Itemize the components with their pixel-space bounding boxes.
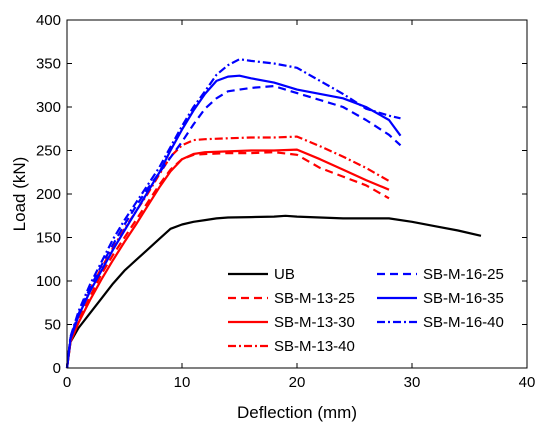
legend-label: SB-M-16-35 [423,290,504,307]
series-line-sb-m-13-40 [65,135,390,369]
legend-label: SB-M-13-40 [274,338,355,355]
series-line-sb-m-16-40 [65,58,401,369]
series-line-sb-m-13-25 [65,151,390,369]
series-line-sb-m-13-30 [65,148,390,369]
legend-item-sb-m-16-25: SB-M-16-25 [377,266,504,283]
series-line-sb-m-16-35 [65,74,402,369]
x-tick-label: 10 [174,374,191,391]
y-tick-label: 200 [36,186,61,203]
y-tick-label: 250 [36,143,61,160]
x-tick-label: 20 [289,374,306,391]
legend-label: SB-M-13-30 [274,314,355,331]
y-axis-label: Load (kN) [10,157,29,232]
legend-item-ub: UB [228,266,295,283]
legend-label: UB [274,266,295,283]
legend: UB SB-M-13-25 SB-M-13-30 SB-M-13-40 SB-M-16-… [228,266,504,355]
x-tick-label: 30 [404,374,421,391]
y-tick-label: 100 [36,273,61,290]
legend-item-sb-m-13-40: SB-M-13-40 [228,338,355,355]
y-tick-label: 0 [53,360,61,377]
x-tick-label: 40 [519,374,536,391]
legend-item-sb-m-16-40: SB-M-16-40 [377,314,504,331]
y-tick-label: 300 [36,99,61,116]
legend-label: SB-M-16-25 [423,266,504,283]
y-tick-label: 400 [36,12,61,29]
x-tick-label: 0 [63,374,71,391]
legend-item-sb-m-13-25: SB-M-13-25 [228,290,355,307]
plot-area [65,58,482,369]
legend-item-sb-m-13-30: SB-M-13-30 [228,314,355,331]
y-tick-label: 150 [36,230,61,247]
legend-label: SB-M-16-40 [423,314,504,331]
y-tick-label: 350 [36,56,61,73]
series-line-sb-m-16-25 [65,84,402,369]
series-line-ub [65,214,482,369]
legend-label: SB-M-13-25 [274,290,355,307]
x-axis-label: Deflection (mm) [237,403,357,422]
y-tick-label: 50 [44,317,61,334]
legend-item-sb-m-16-35: SB-M-16-35 [377,290,504,307]
